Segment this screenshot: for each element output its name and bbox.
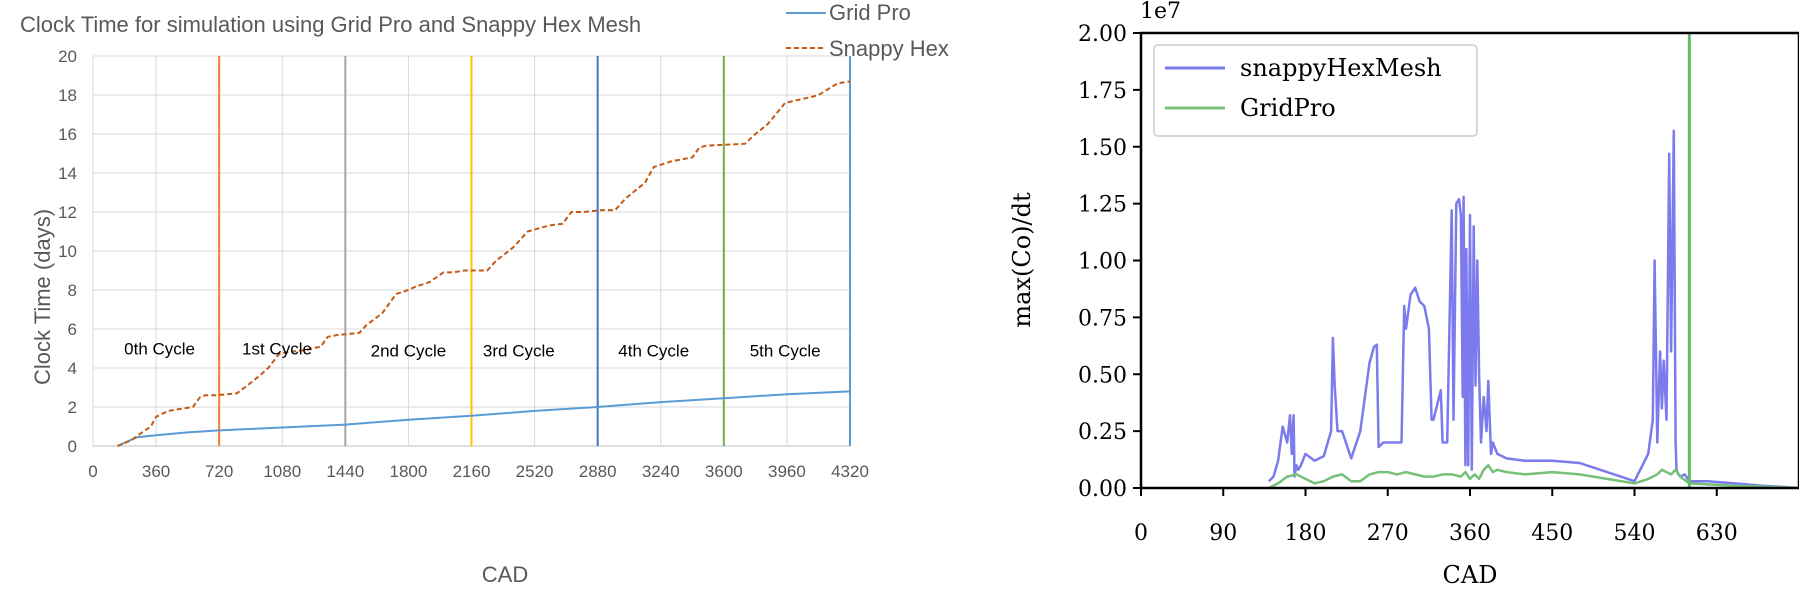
x-tick-label: 3960: [768, 462, 806, 481]
left-cycle-labels: 0th Cycle 1st Cycle 2nd Cycle 3rd Cycle 4th …: [124, 340, 820, 361]
left-series: [117, 80, 851, 447]
legend-label-snappyhexmesh: snappyHexMesh: [1240, 54, 1442, 82]
y-tick-label: 0.25: [1078, 420, 1127, 445]
x-tick-label: 360: [1449, 521, 1491, 546]
left-y-axis-label: Clock Time (days): [30, 209, 55, 385]
x-tick-label: 180: [1285, 521, 1327, 546]
y-tick-label: 10: [58, 242, 77, 261]
series-line-snappy-hex: [117, 80, 851, 447]
x-tick-label: 0: [1134, 521, 1148, 546]
left-chart-title: Clock Time for simulation using Grid Pro…: [20, 12, 641, 37]
cycle-label: 5th Cycle: [750, 341, 821, 360]
y-tick-label: 6: [68, 320, 77, 339]
legend-label-gridpro: GridPro: [1240, 94, 1336, 122]
series-line-gridpro: [1268, 464, 1799, 490]
y-tick-label: 8: [68, 281, 77, 300]
left-x-ticks: 0 360 720 1080 1440 1800 2160 2520 2880 3240 3600 3…: [88, 462, 869, 481]
y-tick-label: 4: [68, 359, 77, 378]
cycle-label: 2nd Cycle: [371, 341, 447, 360]
y-tick-label: 20: [58, 47, 77, 66]
x-tick-label: 450: [1531, 521, 1573, 546]
x-tick-label: 1440: [326, 462, 364, 481]
y-tick-label: 16: [58, 125, 77, 144]
max-courant-chart: 0.00 0.25 0.50 0.75 1.00 1.25 1.50 1.75 2.00 0 90…: [1008, 0, 1799, 589]
y-tick-label: 1.00: [1078, 250, 1127, 275]
x-tick-label: 1800: [390, 462, 428, 481]
series-line-grid-pro: [117, 390, 851, 447]
cycle-label: 4th Cycle: [618, 341, 689, 360]
right-series: [1268, 129, 1799, 490]
left-legend: Grid Pro Snappy Hex: [786, 0, 949, 61]
right-legend-box: [1153, 44, 1478, 137]
y-tick-label: 12: [58, 203, 77, 222]
y-tick-label: 0: [68, 437, 77, 456]
right-y-ticks: 0.00 0.25 0.50 0.75 1.00 1.25 1.50 1.75 2.00: [1078, 22, 1141, 502]
x-tick-label: 270: [1367, 521, 1409, 546]
series-line-snappyhexmesh: [1268, 129, 1799, 490]
x-tick-label: 2520: [516, 462, 554, 481]
y-tick-label: 2: [68, 398, 77, 417]
cycle-label: 1st Cycle: [242, 340, 312, 359]
y-tick-label: 0.75: [1078, 306, 1127, 331]
x-tick-label: 720: [205, 462, 233, 481]
x-tick-label: 90: [1209, 521, 1237, 546]
legend-label-snappy-hex: Snappy Hex: [829, 36, 949, 61]
x-tick-label: 1080: [263, 462, 301, 481]
y-tick-label: 1.50: [1078, 136, 1127, 161]
legend-label-grid-pro: Grid Pro: [829, 0, 911, 25]
left-y-ticks: 0 2 4 6 8 10 12 14 16 18 20: [58, 47, 77, 456]
left-cycle-lines: [218, 56, 851, 446]
x-tick-label: 360: [142, 462, 170, 481]
y-tick-label: 0.00: [1078, 477, 1127, 502]
y-tick-label: 2.00: [1078, 22, 1127, 47]
left-x-axis-label: CAD: [482, 562, 528, 587]
x-tick-label: 0: [88, 462, 97, 481]
right-y-axis-label: max(Co)/dt: [1008, 192, 1036, 328]
cycle-label: 0th Cycle: [124, 340, 195, 359]
x-tick-label: 2160: [453, 462, 491, 481]
x-tick-label: 3600: [705, 462, 743, 481]
x-tick-label: 630: [1696, 521, 1738, 546]
clock-time-chart: Clock Time for simulation using Grid Pro…: [20, 0, 949, 587]
right-x-ticks: 0 90 180 270 360 450 540 630: [1134, 488, 1738, 546]
x-tick-label: 540: [1614, 521, 1656, 546]
right-y-offset-label: 1e7: [1140, 0, 1181, 24]
right-legend: snappyHexMesh GridPro: [1153, 44, 1478, 137]
y-tick-label: 18: [58, 86, 77, 105]
y-tick-label: 1.75: [1078, 79, 1127, 104]
y-tick-label: 14: [58, 164, 77, 183]
x-tick-label: 2880: [579, 462, 617, 481]
x-tick-label: 4320: [831, 462, 869, 481]
y-tick-label: 0.50: [1078, 363, 1127, 388]
x-tick-label: 3240: [642, 462, 680, 481]
right-x-axis-label: CAD: [1443, 561, 1498, 589]
cycle-label: 3rd Cycle: [483, 341, 555, 360]
y-tick-label: 1.25: [1078, 193, 1127, 218]
